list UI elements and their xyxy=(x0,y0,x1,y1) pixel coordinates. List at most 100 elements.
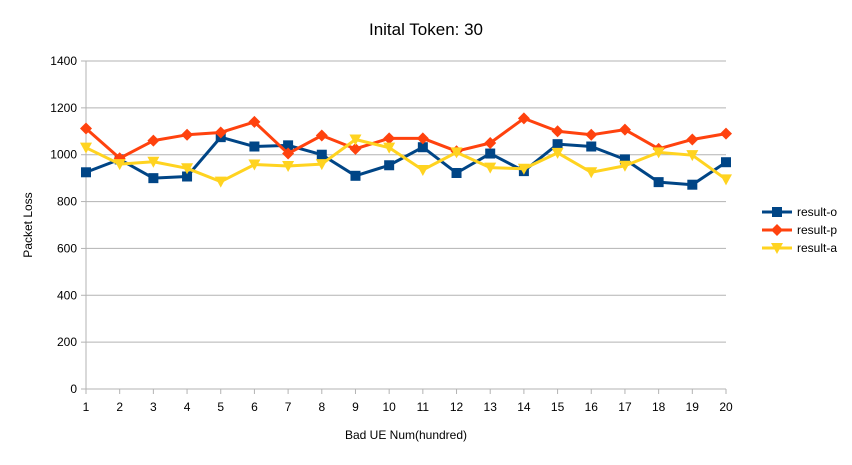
data-point xyxy=(181,163,194,175)
x-tick-label: 20 xyxy=(719,400,733,414)
legend-label: result-o xyxy=(797,205,837,219)
legend-swatch-marker xyxy=(772,207,782,217)
data-point xyxy=(148,173,159,184)
data-point xyxy=(618,123,631,136)
y-tick-label: 400 xyxy=(57,288,77,302)
data-point xyxy=(618,160,631,172)
legend-swatch-marker xyxy=(771,243,783,254)
data-point xyxy=(619,154,630,165)
data-point xyxy=(315,159,328,171)
series-line xyxy=(85,116,727,160)
x-tick-label: 19 xyxy=(686,400,700,414)
x-tick-label: 7 xyxy=(285,400,292,414)
data-point xyxy=(80,122,92,135)
x-tick-label: 17 xyxy=(618,400,632,414)
gridlines xyxy=(86,60,726,390)
data-point xyxy=(720,174,732,186)
x-axis-title: Bad UE Num(hundred) xyxy=(345,428,467,442)
data-point xyxy=(315,129,328,142)
x-tick-label: 8 xyxy=(318,400,325,414)
data-point xyxy=(485,148,496,159)
x-tick-label: 18 xyxy=(652,400,666,414)
data-point xyxy=(585,128,598,141)
data-point xyxy=(248,115,261,128)
data-point xyxy=(653,177,664,188)
data-point xyxy=(450,147,463,159)
data-point xyxy=(484,162,497,174)
x-tick-label: 10 xyxy=(382,400,396,414)
y-tick-label: 800 xyxy=(57,195,77,209)
x-tick-label: 16 xyxy=(585,400,599,414)
y-tick-label: 1400 xyxy=(50,54,77,68)
data-point xyxy=(484,137,497,149)
x-tick-label: 9 xyxy=(352,400,359,414)
data-point xyxy=(282,160,295,172)
x-tick-label: 15 xyxy=(551,400,565,414)
chart-title: Inital Token: 30 xyxy=(369,20,483,39)
x-tick-label: 12 xyxy=(450,400,464,414)
data-point xyxy=(585,167,598,179)
legend-item: result-o xyxy=(762,205,837,219)
y-tick-label: 0 xyxy=(70,382,77,396)
data-point xyxy=(248,159,261,171)
data-point xyxy=(417,142,428,153)
data-point xyxy=(249,141,260,152)
data-point xyxy=(80,142,92,154)
data-point xyxy=(551,125,564,138)
data-point xyxy=(81,167,91,178)
data-point xyxy=(416,132,429,145)
x-tick-label: 13 xyxy=(484,400,498,414)
y-tick-label: 1000 xyxy=(50,148,77,162)
data-point xyxy=(551,147,564,159)
data-point xyxy=(283,140,294,151)
data-point xyxy=(147,156,160,168)
x-tick-label: 3 xyxy=(150,400,157,414)
y-tick-label: 200 xyxy=(57,335,77,349)
y-tick-label: 1200 xyxy=(50,101,77,115)
data-point xyxy=(181,128,194,141)
data-point xyxy=(182,171,193,182)
series-line xyxy=(85,137,727,184)
legend-item: result-a xyxy=(762,241,837,255)
series-group xyxy=(80,112,732,190)
data-point xyxy=(349,142,362,155)
x-tick-label: 11 xyxy=(417,400,430,414)
x-tick-label: 2 xyxy=(116,400,123,414)
data-point xyxy=(451,167,462,178)
data-point xyxy=(720,127,732,140)
data-point xyxy=(113,159,126,171)
data-point xyxy=(416,164,429,176)
data-point xyxy=(384,160,395,171)
data-point xyxy=(687,179,698,190)
series-result-a xyxy=(80,134,732,188)
data-point xyxy=(383,142,396,154)
x-tick-label: 4 xyxy=(184,400,191,414)
data-point xyxy=(552,139,563,150)
data-point xyxy=(316,149,327,160)
data-point xyxy=(214,126,227,139)
data-point xyxy=(721,157,731,168)
legend-item: result-p xyxy=(762,223,837,237)
series-result-p xyxy=(80,112,732,165)
data-point xyxy=(349,134,362,146)
data-point xyxy=(517,163,530,175)
x-tick-label: 1 xyxy=(83,400,90,414)
x-tick-label: 6 xyxy=(251,400,258,414)
data-point xyxy=(214,176,227,188)
y-tick-label: 600 xyxy=(57,241,77,255)
data-point xyxy=(517,112,530,125)
data-point xyxy=(586,141,597,152)
legend: result-o result-p result-a xyxy=(762,205,837,255)
x-tick-label: 14 xyxy=(517,400,531,414)
legend-label: result-a xyxy=(797,241,837,255)
y-axis-title: Packet Loss xyxy=(21,192,35,257)
legend-label: result-p xyxy=(797,223,837,237)
data-point xyxy=(350,170,361,181)
data-point xyxy=(686,133,699,146)
data-point xyxy=(282,147,295,160)
legend-swatch-marker xyxy=(771,224,783,236)
data-point xyxy=(686,150,699,162)
